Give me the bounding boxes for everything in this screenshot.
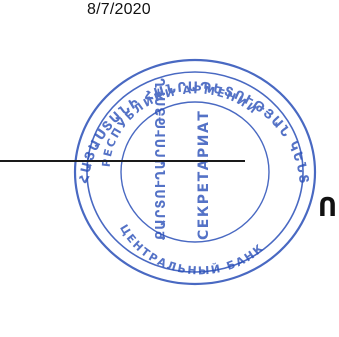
stamp-inner-bottom-text: ЦЕНТРАЛЬНЫЙ БАНК — [117, 222, 267, 277]
stamp-inner-ring — [120, 101, 270, 243]
stamp-center-armenian: ՔԱՐՏՈՒՂԱՐՈՒԹՅՈՒՆ — [154, 77, 169, 240]
edge-letter: Ո — [318, 193, 338, 223]
document-date: 8/7/2020 — [87, 1, 151, 18]
signature-line — [0, 160, 245, 162]
stamp-outer-ring — [73, 58, 317, 286]
stamp-ink — [73, 58, 317, 286]
stamp-middle-ring — [86, 71, 304, 273]
stamp-center-russian: СЕКРЕТАРИАТ — [196, 110, 212, 240]
